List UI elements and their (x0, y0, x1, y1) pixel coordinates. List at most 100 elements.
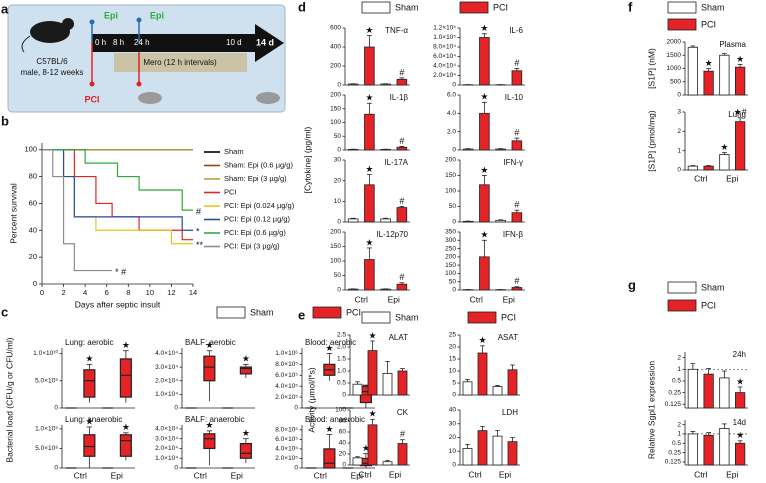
annotation: # (514, 200, 519, 210)
x-tick-label: Ctrl (470, 294, 483, 304)
y-tick-label: 0 (337, 147, 341, 154)
y-tick-label: 1.0×10⁹ (35, 426, 58, 433)
x-tick-label: Epi (503, 294, 515, 304)
annotation: # (399, 272, 404, 282)
legend-label: PCI (493, 2, 508, 12)
x-tick-label: Ctrl (314, 470, 327, 480)
box (119, 358, 132, 398)
y-tick-label: 4.0×10⁵ (275, 383, 298, 390)
legend-label: PCI (501, 312, 516, 322)
y-tick-label: 5 (452, 380, 456, 387)
legend-swatch (667, 18, 697, 31)
y-tick-label: 1 (677, 147, 681, 154)
y-tick-label: 250 (445, 245, 456, 252)
y-tick-label: 10 (449, 368, 457, 375)
y-tick-label: 1500 (667, 52, 682, 59)
y-tick-label: 25 (449, 332, 457, 339)
y-tick-label: 150 (445, 172, 456, 179)
panel-label: f (628, 0, 633, 14)
bar (462, 148, 474, 151)
timeline-arrow (255, 24, 284, 62)
bar (462, 220, 474, 223)
y-tick-label: 2.0 (447, 128, 456, 135)
y-tick-label: 10 (449, 448, 457, 455)
bar (367, 350, 378, 396)
bar (719, 154, 730, 171)
subplot-title: IL-12p70 (376, 230, 408, 239)
y-tick-label: 0 (54, 405, 58, 412)
legend-label: Sham (395, 312, 419, 322)
annotation: ★ (365, 237, 373, 247)
y-tick-label: 350 (445, 229, 456, 236)
x-tick-label: Epi (726, 469, 738, 479)
bar (703, 70, 714, 96)
subplot-title: IL-17A (384, 158, 408, 167)
bar (511, 140, 523, 151)
annotation: ★ (122, 340, 130, 350)
y-tick-label: 150 (445, 262, 456, 269)
bar (367, 424, 378, 466)
x-tick-label: 12 (167, 288, 175, 297)
legend-label: Sham: Epi (0.6 µg/g) (224, 160, 293, 169)
subplot-title: IL-6 (509, 26, 523, 35)
epi-label: Epi (104, 10, 118, 20)
annotation: * (196, 227, 200, 237)
bar (364, 259, 375, 291)
box (239, 366, 252, 375)
y-tick-label: 2.0 (337, 344, 346, 351)
box (203, 433, 216, 450)
bar (396, 146, 408, 151)
legend-swatch (667, 1, 697, 14)
panel-label: e (298, 307, 305, 322)
bar (703, 434, 714, 466)
y-axis-label: Activity (µmol/l*s) (306, 367, 316, 433)
y-tick-label: 0 (452, 287, 456, 294)
x-tick-label: Epi (726, 173, 738, 183)
subplot-title: TNF-α (385, 26, 408, 35)
y-tick-label: 1.0×10⁴ (155, 391, 178, 398)
subplot-title: BALF: anaerobic (185, 415, 245, 424)
y-tick-label: 200 (445, 254, 456, 261)
bar (352, 383, 363, 396)
y-axis-label: [S1P] (pmol/mg) (646, 110, 656, 172)
bar (352, 457, 363, 466)
annotation: ★ (365, 25, 373, 35)
details: male, 8-12 weeks (21, 68, 84, 77)
legend-swatch (361, 311, 391, 324)
bar (719, 377, 730, 409)
y-tick-label: 40 (29, 225, 37, 234)
bar (479, 184, 490, 223)
x-tick-label: 0 (40, 288, 44, 297)
mouse-icon (138, 92, 162, 104)
legend-label: PCI (701, 300, 716, 310)
y-tick-label: 8.0×10⁵ (275, 426, 298, 433)
bar (380, 218, 391, 223)
treatment: Mero (12 h intervals) (143, 58, 217, 67)
x-tick-label: Epi (231, 470, 243, 480)
y-tick-label: 0 (337, 219, 341, 226)
bar (382, 372, 393, 396)
subplot-title: CK (397, 408, 409, 417)
bar (364, 113, 375, 151)
y-axis-label: [Cytokine] (pg/ml) (302, 127, 312, 194)
box (323, 448, 336, 469)
bar (507, 441, 518, 466)
bar (380, 83, 391, 86)
annotation: # (514, 127, 519, 137)
y-tick-label: 0 (174, 405, 178, 412)
legend-swatch (667, 281, 697, 294)
x-tick-label: Ctrl (694, 469, 707, 479)
y-tick-label: 150 (330, 105, 341, 112)
annotation: # (399, 196, 404, 206)
legend-label: Sham: Epi (3 µg/g) (224, 174, 287, 183)
y-tick-label: 2.0×10⁴ (155, 377, 178, 384)
y-tick-label: 5.0×10⁹ (35, 377, 58, 384)
annotation: # (514, 58, 519, 68)
timepoint: 0 h (95, 38, 106, 47)
annotation: ★ (705, 58, 713, 68)
legend-label: Sham (250, 307, 274, 317)
y-tick-label: 100 (24, 145, 37, 154)
annotation: ★ (720, 142, 728, 152)
y-tick-label: 20 (449, 434, 457, 441)
annotation: ★ (122, 422, 130, 432)
